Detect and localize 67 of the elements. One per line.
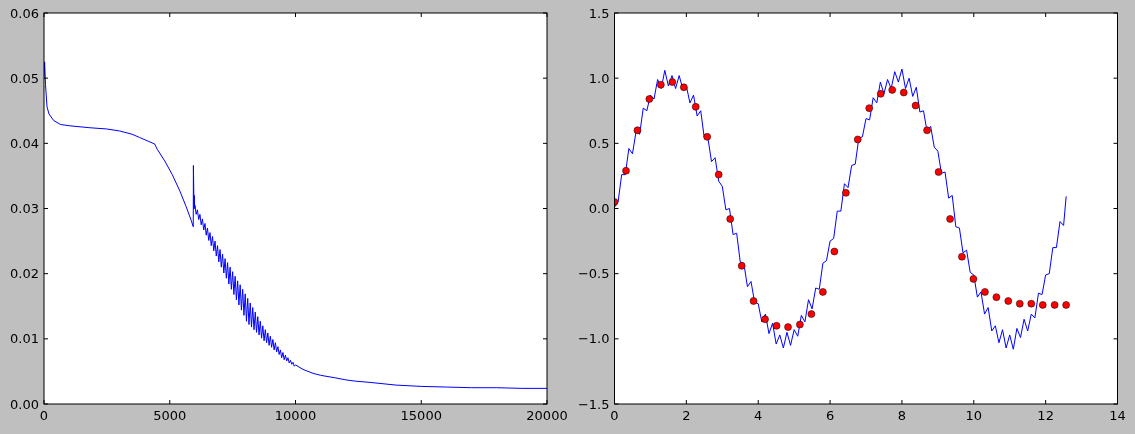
x-tick-label: 6 xyxy=(825,408,835,423)
point xyxy=(1050,301,1059,309)
point xyxy=(657,80,665,89)
point xyxy=(899,88,908,97)
point xyxy=(888,86,896,94)
point xyxy=(749,297,758,305)
x-tick-label: 0 xyxy=(610,408,619,423)
x-tick-label: 8 xyxy=(897,408,907,423)
point xyxy=(958,252,966,261)
x-tick-label: 14 xyxy=(1109,408,1126,423)
x-tick-label: 20000 xyxy=(526,408,568,423)
line-series xyxy=(614,68,1067,350)
x-tick-label: 5000 xyxy=(153,408,187,423)
y-tick-label: 0.01 xyxy=(10,331,39,347)
point xyxy=(714,170,723,179)
y-tick-label: 0.00 xyxy=(10,396,39,412)
point xyxy=(1004,297,1013,305)
point xyxy=(784,323,792,331)
point xyxy=(923,126,931,135)
point xyxy=(796,320,804,329)
x-tick-label: 4 xyxy=(754,408,763,423)
point xyxy=(680,83,688,92)
x-tick-label: 10000 xyxy=(274,408,317,423)
point xyxy=(1027,299,1036,308)
point xyxy=(992,293,1001,301)
y-tick-label: 1.0 xyxy=(588,70,610,86)
point xyxy=(876,90,885,98)
point xyxy=(853,135,862,144)
y-tick-label: 0.03 xyxy=(10,201,39,217)
y-tick-label: 0.0 xyxy=(588,201,610,217)
point xyxy=(668,78,677,86)
y-tick-label: 0.5 xyxy=(588,135,610,151)
point xyxy=(830,247,839,256)
point xyxy=(1039,301,1047,309)
y-tick-label: 1.5 xyxy=(588,5,610,21)
point xyxy=(622,166,630,175)
point xyxy=(865,104,873,112)
point xyxy=(737,262,746,270)
y-tick-label: 0.05 xyxy=(10,70,39,86)
point xyxy=(645,95,654,103)
y-tick-label: 0.04 xyxy=(10,135,39,151)
x-tick-label: 2 xyxy=(682,408,691,423)
y-tick-label: −0.5 xyxy=(577,266,610,282)
point xyxy=(946,215,954,223)
x-tick-label: 0 xyxy=(39,408,49,423)
point xyxy=(911,101,920,110)
point xyxy=(981,288,989,296)
point xyxy=(633,126,642,135)
y-tick-label: −1.0 xyxy=(577,331,610,347)
point xyxy=(1016,299,1024,308)
point xyxy=(772,322,781,330)
y-tick-label: −1.5 xyxy=(577,396,610,412)
point xyxy=(807,310,816,318)
point xyxy=(969,275,978,283)
x-tick-label: 15000 xyxy=(400,408,442,423)
point xyxy=(934,168,943,176)
x-tick-label: 12 xyxy=(1037,408,1054,423)
point xyxy=(819,288,827,296)
point xyxy=(691,103,700,111)
y-tick-label: 0.06 xyxy=(10,5,39,21)
y-tick-label: 0.02 xyxy=(10,266,39,282)
point xyxy=(726,215,734,223)
point xyxy=(761,315,769,324)
point xyxy=(1062,301,1070,309)
point xyxy=(842,189,850,197)
point xyxy=(703,133,711,141)
x-tick-label: 10 xyxy=(965,408,983,423)
